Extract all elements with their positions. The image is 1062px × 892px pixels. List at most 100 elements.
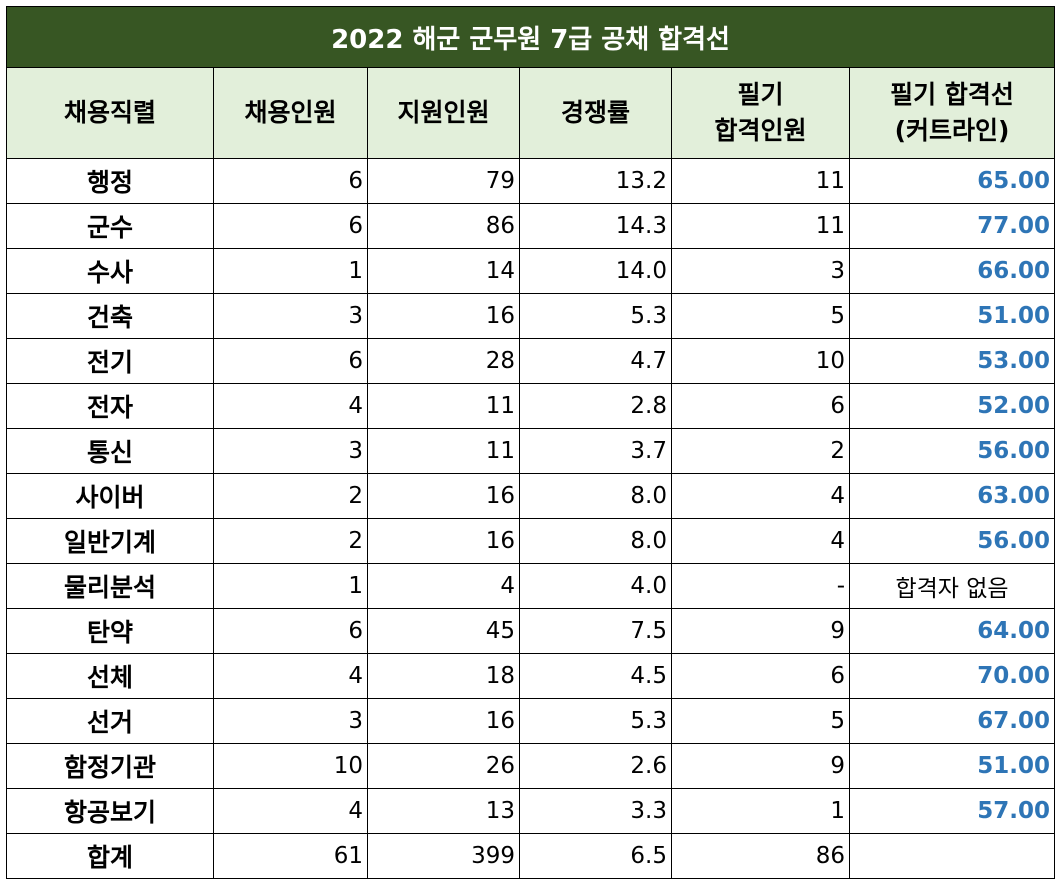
cell-job[interactable]: 일반기계 <box>6 518 214 564</box>
cell-job[interactable]: 건축 <box>6 293 214 339</box>
cell-apply[interactable]: 79 <box>367 158 520 204</box>
cell-rate[interactable]: 3.3 <box>519 788 672 834</box>
cell-hire[interactable]: 2 <box>213 518 368 564</box>
cell-job[interactable]: 통신 <box>6 428 214 474</box>
cell-rate[interactable]: 2.8 <box>519 383 672 429</box>
cell-job[interactable]: 선체 <box>6 653 214 699</box>
cell-pass[interactable]: 11 <box>671 203 850 249</box>
cell-pass[interactable]: 9 <box>671 743 850 789</box>
cell-rate[interactable]: 4.0 <box>519 563 672 609</box>
cell-job[interactable]: 군수 <box>6 203 214 249</box>
cell-pass[interactable]: 6 <box>671 653 850 699</box>
cell-job[interactable]: 탄약 <box>6 608 214 654</box>
cell-hire[interactable]: 6 <box>213 203 368 249</box>
cell-hire[interactable]: 4 <box>213 383 368 429</box>
table-title[interactable]: 2022 해군 군무원 7급 공채 합격선 <box>5 6 1056 68</box>
cell-cutline[interactable] <box>848 833 1056 879</box>
cell-pass[interactable]: 86 <box>671 833 850 879</box>
cell-rate[interactable]: 3.7 <box>519 428 672 474</box>
cell-job[interactable]: 항공보기 <box>6 788 214 834</box>
cell-cutline[interactable]: 77.00 <box>848 203 1056 249</box>
cell-pass[interactable]: 1 <box>671 788 850 834</box>
cell-hire[interactable]: 6 <box>213 158 368 204</box>
header-cutline[interactable]: 필기 합격선 (커트라인) <box>848 67 1056 159</box>
cell-apply[interactable]: 399 <box>367 833 520 879</box>
cell-apply[interactable]: 16 <box>367 473 520 519</box>
cell-hire[interactable]: 3 <box>213 293 368 339</box>
cell-hire[interactable]: 2 <box>213 473 368 519</box>
cell-cutline[interactable]: 57.00 <box>848 788 1056 834</box>
cell-rate[interactable]: 5.3 <box>519 293 672 339</box>
cell-cutline[interactable]: 합격자 없음 <box>848 563 1056 609</box>
cell-rate[interactable]: 4.5 <box>519 653 672 699</box>
cell-hire[interactable]: 1 <box>213 563 368 609</box>
cell-job[interactable]: 선거 <box>6 698 214 744</box>
header-apply[interactable]: 지원인원 <box>367 67 520 159</box>
cell-pass[interactable]: - <box>671 563 850 609</box>
cell-pass[interactable]: 5 <box>671 698 850 744</box>
cell-job[interactable]: 물리분석 <box>6 563 214 609</box>
cell-hire[interactable]: 4 <box>213 653 368 699</box>
cell-job[interactable]: 행정 <box>6 158 214 204</box>
cell-cutline[interactable]: 65.00 <box>848 158 1056 204</box>
cell-rate[interactable]: 14.3 <box>519 203 672 249</box>
cell-rate[interactable]: 2.6 <box>519 743 672 789</box>
cell-cutline[interactable]: 66.00 <box>848 248 1056 294</box>
cell-apply[interactable]: 28 <box>367 338 520 384</box>
cell-pass[interactable]: 10 <box>671 338 850 384</box>
cell-job[interactable]: 전기 <box>6 338 214 384</box>
cell-job[interactable]: 사이버 <box>6 473 214 519</box>
cell-cutline[interactable]: 63.00 <box>848 473 1056 519</box>
cell-pass[interactable]: 3 <box>671 248 850 294</box>
cell-pass[interactable]: 4 <box>671 473 850 519</box>
cell-cutline[interactable]: 51.00 <box>848 743 1056 789</box>
cell-apply[interactable]: 16 <box>367 518 520 564</box>
cell-apply[interactable]: 18 <box>367 653 520 699</box>
cell-job[interactable]: 수사 <box>6 248 214 294</box>
cell-apply[interactable]: 45 <box>367 608 520 654</box>
cell-job[interactable]: 합계 <box>6 833 214 879</box>
cell-hire[interactable]: 3 <box>213 428 368 474</box>
cell-apply[interactable]: 4 <box>367 563 520 609</box>
cell-pass[interactable]: 6 <box>671 383 850 429</box>
cell-rate[interactable]: 14.0 <box>519 248 672 294</box>
cell-apply[interactable]: 16 <box>367 293 520 339</box>
cell-hire[interactable]: 6 <box>213 338 368 384</box>
cell-hire[interactable]: 1 <box>213 248 368 294</box>
cell-apply[interactable]: 11 <box>367 383 520 429</box>
cell-pass[interactable]: 2 <box>671 428 850 474</box>
cell-cutline[interactable]: 53.00 <box>848 338 1056 384</box>
cell-cutline[interactable]: 64.00 <box>848 608 1056 654</box>
cell-pass[interactable]: 4 <box>671 518 850 564</box>
cell-apply[interactable]: 16 <box>367 698 520 744</box>
cell-rate[interactable]: 13.2 <box>519 158 672 204</box>
cell-cutline[interactable]: 67.00 <box>848 698 1056 744</box>
cell-rate[interactable]: 8.0 <box>519 518 672 564</box>
cell-apply[interactable]: 13 <box>367 788 520 834</box>
cell-rate[interactable]: 7.5 <box>519 608 672 654</box>
cell-hire[interactable]: 10 <box>213 743 368 789</box>
cell-rate[interactable]: 8.0 <box>519 473 672 519</box>
cell-cutline[interactable]: 52.00 <box>848 383 1056 429</box>
cell-hire[interactable]: 3 <box>213 698 368 744</box>
cell-cutline[interactable]: 70.00 <box>848 653 1056 699</box>
cell-hire[interactable]: 61 <box>213 833 368 879</box>
cell-cutline[interactable]: 51.00 <box>848 293 1056 339</box>
cell-cutline[interactable]: 56.00 <box>848 518 1056 564</box>
cell-pass[interactable]: 11 <box>671 158 850 204</box>
cell-apply[interactable]: 86 <box>367 203 520 249</box>
cell-job[interactable]: 전자 <box>6 383 214 429</box>
header-job[interactable]: 채용직렬 <box>6 67 214 159</box>
cell-apply[interactable]: 14 <box>367 248 520 294</box>
header-hire[interactable]: 채용인원 <box>213 67 368 159</box>
cell-apply[interactable]: 11 <box>367 428 520 474</box>
cell-rate[interactable]: 5.3 <box>519 698 672 744</box>
cell-pass[interactable]: 9 <box>671 608 850 654</box>
cell-apply[interactable]: 26 <box>367 743 520 789</box>
cell-hire[interactable]: 6 <box>213 608 368 654</box>
cell-job[interactable]: 함정기관 <box>6 743 214 789</box>
header-pass-count[interactable]: 필기 합격인원 <box>671 67 850 159</box>
cell-cutline[interactable]: 56.00 <box>848 428 1056 474</box>
cell-rate[interactable]: 4.7 <box>519 338 672 384</box>
cell-hire[interactable]: 4 <box>213 788 368 834</box>
